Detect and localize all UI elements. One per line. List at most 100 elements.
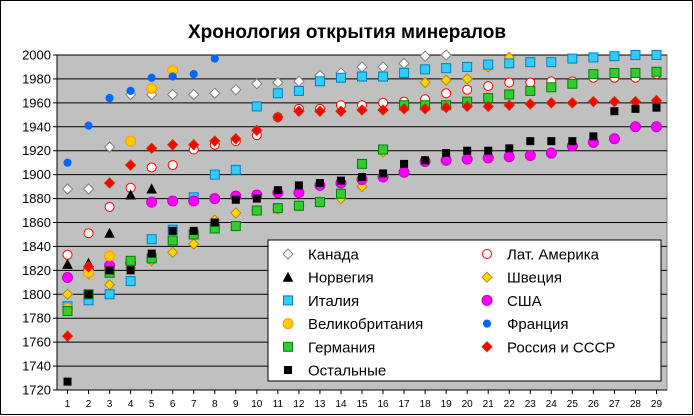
data-point <box>82 261 95 273</box>
series-9 <box>61 94 663 342</box>
data-point <box>82 183 95 195</box>
x-tick-label: 8 <box>212 399 218 410</box>
data-point <box>442 149 451 158</box>
legend-label: Франция <box>507 316 568 333</box>
data-point <box>609 67 620 78</box>
data-point <box>378 71 389 82</box>
data-point <box>84 290 93 299</box>
data-point <box>209 87 221 99</box>
data-point <box>105 266 114 275</box>
data-point <box>189 70 198 79</box>
series-10 <box>63 103 661 386</box>
data-point <box>61 288 74 300</box>
data-point <box>399 67 410 78</box>
x-tick-label: 25 <box>567 399 579 410</box>
data-point <box>525 57 536 68</box>
y-tick-label: 1920 <box>22 143 51 158</box>
legend-marker <box>284 366 292 374</box>
data-point <box>589 132 598 141</box>
data-point <box>356 104 368 116</box>
y-tick-label: 1840 <box>22 239 51 254</box>
data-point <box>587 95 600 108</box>
data-point <box>315 179 324 188</box>
data-point <box>314 76 325 87</box>
x-tick-label: 22 <box>504 399 516 410</box>
legend-label: США <box>507 293 542 310</box>
x-tick-label: 9 <box>233 399 239 410</box>
data-point <box>358 173 366 182</box>
x-tick-label: 29 <box>651 399 663 410</box>
data-point <box>83 228 94 239</box>
data-point <box>630 50 641 60</box>
data-point <box>62 306 73 317</box>
data-point <box>104 250 116 262</box>
legend-marker <box>283 295 293 306</box>
data-point <box>63 158 72 167</box>
legend-label: Германия <box>308 339 375 356</box>
x-tick-label: 1 <box>65 399 71 410</box>
data-point <box>461 100 473 113</box>
x-tick-label: 26 <box>588 399 600 410</box>
data-point <box>209 135 221 147</box>
series-8 <box>62 66 662 317</box>
data-point <box>547 137 556 146</box>
data-point <box>525 77 536 88</box>
data-point <box>210 54 219 63</box>
data-point <box>145 142 158 155</box>
data-point <box>166 246 179 259</box>
series-7 <box>63 54 219 167</box>
data-point <box>419 103 431 115</box>
x-tick-label: 12 <box>293 399 305 410</box>
data-point <box>336 176 345 185</box>
data-point <box>400 159 409 168</box>
data-point <box>251 205 262 216</box>
x-tick-label: 13 <box>314 399 326 410</box>
data-point <box>461 153 473 165</box>
y-tick-label: 1760 <box>22 335 51 350</box>
data-point <box>378 144 389 155</box>
data-point <box>545 97 558 109</box>
data-point <box>166 88 179 101</box>
x-tick-label: 16 <box>377 399 389 410</box>
data-point <box>147 73 156 82</box>
data-point <box>104 201 115 212</box>
data-point <box>63 377 72 386</box>
x-tick-label: 7 <box>191 399 197 410</box>
data-point <box>568 137 577 146</box>
y-tick-label: 1860 <box>22 215 51 230</box>
legend-label: Канада <box>308 247 359 264</box>
x-tick-label: 17 <box>399 399 411 410</box>
data-point <box>105 93 114 103</box>
x-tick-label: 11 <box>273 399 284 410</box>
legend-marker <box>482 319 492 328</box>
data-point <box>294 181 303 190</box>
legend-label: Лат. Америка <box>507 247 600 264</box>
data-point <box>167 235 178 246</box>
data-point <box>504 89 515 100</box>
data-point <box>126 266 135 275</box>
x-tick-label: 23 <box>525 399 537 410</box>
data-point <box>526 137 535 146</box>
legend-marker <box>282 271 294 282</box>
legend-marker <box>481 271 493 283</box>
data-point <box>189 226 198 235</box>
data-point <box>631 104 640 113</box>
data-point <box>146 234 157 245</box>
y-tick-label: 1720 <box>22 383 51 398</box>
legend-label: Норвегия <box>308 270 374 287</box>
data-point <box>503 151 515 163</box>
data-point <box>188 238 200 250</box>
data-point <box>210 218 219 227</box>
data-point <box>230 221 241 232</box>
data-point <box>188 139 200 151</box>
data-point <box>524 150 536 161</box>
x-tick-label: 5 <box>149 399 155 410</box>
data-point <box>546 82 557 93</box>
data-point <box>146 83 158 94</box>
legend-marker <box>283 341 293 352</box>
legend-label: Россия и СССР <box>507 339 615 356</box>
legend-box <box>267 239 662 382</box>
data-point <box>125 255 136 266</box>
legend-label: Швеция <box>507 270 562 287</box>
